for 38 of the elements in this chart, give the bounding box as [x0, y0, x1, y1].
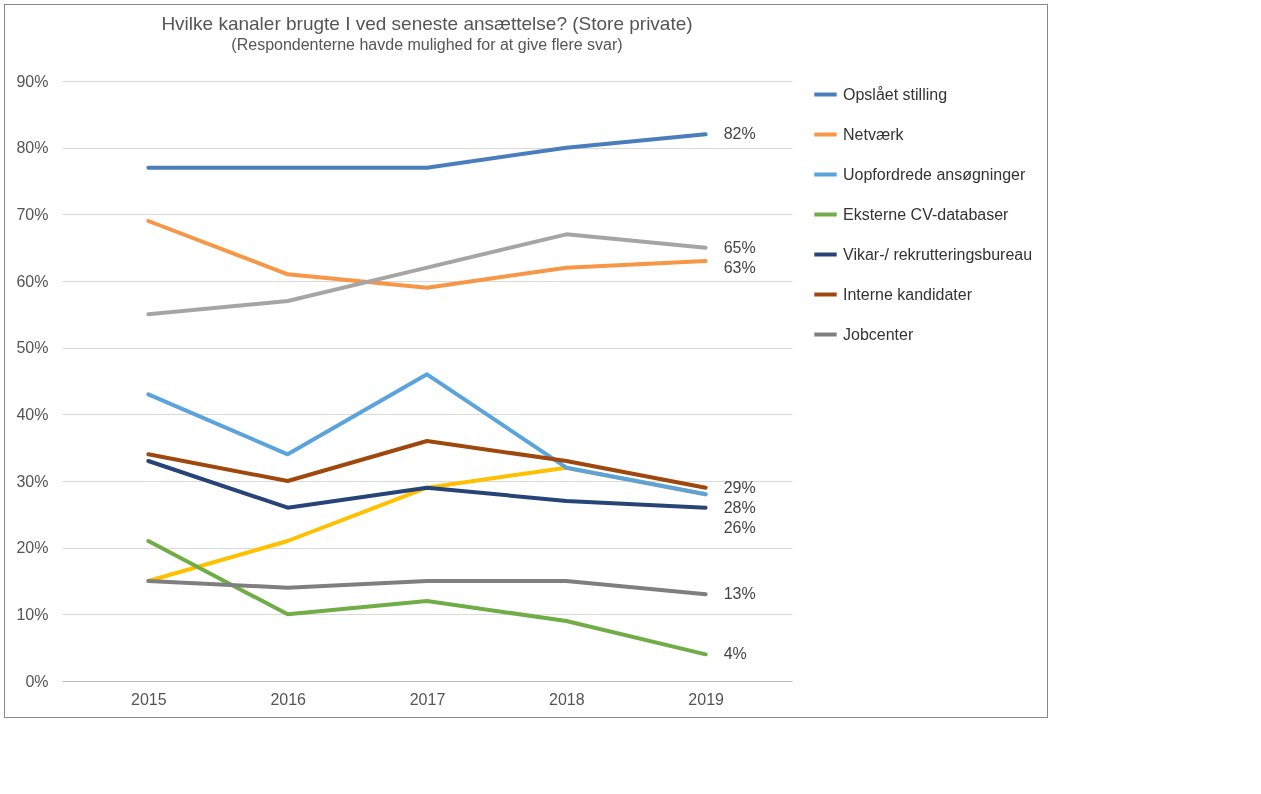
x-tick-label: 2015 — [131, 690, 167, 708]
x-tick-label: 2017 — [409, 690, 446, 708]
y-tick-label: 10% — [16, 605, 49, 623]
data-label: 82% — [723, 125, 756, 143]
y-tick-label: 40% — [16, 405, 49, 423]
line-series — [146, 459, 708, 510]
legend-label: Uopfordrede ansøgninger — [843, 165, 1027, 183]
chart-title: Hvilke kanaler brugte I ved seneste ansættelse? (Store private) — [161, 13, 693, 34]
y-tick-label: 80% — [16, 139, 49, 157]
legend-label: Jobcenter — [843, 325, 914, 343]
x-tick-label: 2016 — [270, 690, 307, 708]
legend-label: Vikar-/ rekrutteringsbureau — [843, 245, 1033, 263]
chart-subtitle: (Respondenterne havde mulighed for at give flere svar) — [231, 36, 623, 53]
data-label: 28% — [723, 498, 756, 516]
y-tick-label: 50% — [16, 339, 49, 357]
x-tick-label: 2018 — [549, 690, 585, 708]
line-series — [146, 232, 708, 317]
data-label: 65% — [723, 238, 756, 256]
data-label: 4% — [723, 645, 747, 663]
line-series — [146, 439, 708, 490]
data-label: 26% — [723, 518, 756, 536]
y-tick-label: 60% — [16, 272, 49, 290]
y-tick-label: 90% — [16, 72, 49, 90]
data-label: 63% — [723, 258, 756, 276]
line-series — [146, 372, 708, 497]
y-tick-label: 70% — [16, 205, 49, 223]
data-label: 13% — [723, 585, 756, 603]
line-series — [146, 539, 708, 657]
x-tick-label: 2019 — [688, 690, 725, 708]
y-tick-label: 30% — [16, 472, 49, 490]
legend-label: Eksterne CV-databaser — [843, 205, 1010, 223]
data-label: 29% — [723, 478, 756, 496]
legend-label: Opslået stilling — [843, 85, 948, 103]
legend-label: Netværk — [843, 125, 905, 143]
y-tick-label: 0% — [25, 672, 49, 690]
line-series — [146, 219, 708, 290]
legend-label: Interne kandidater — [843, 285, 973, 303]
y-tick-label: 20% — [16, 539, 49, 557]
